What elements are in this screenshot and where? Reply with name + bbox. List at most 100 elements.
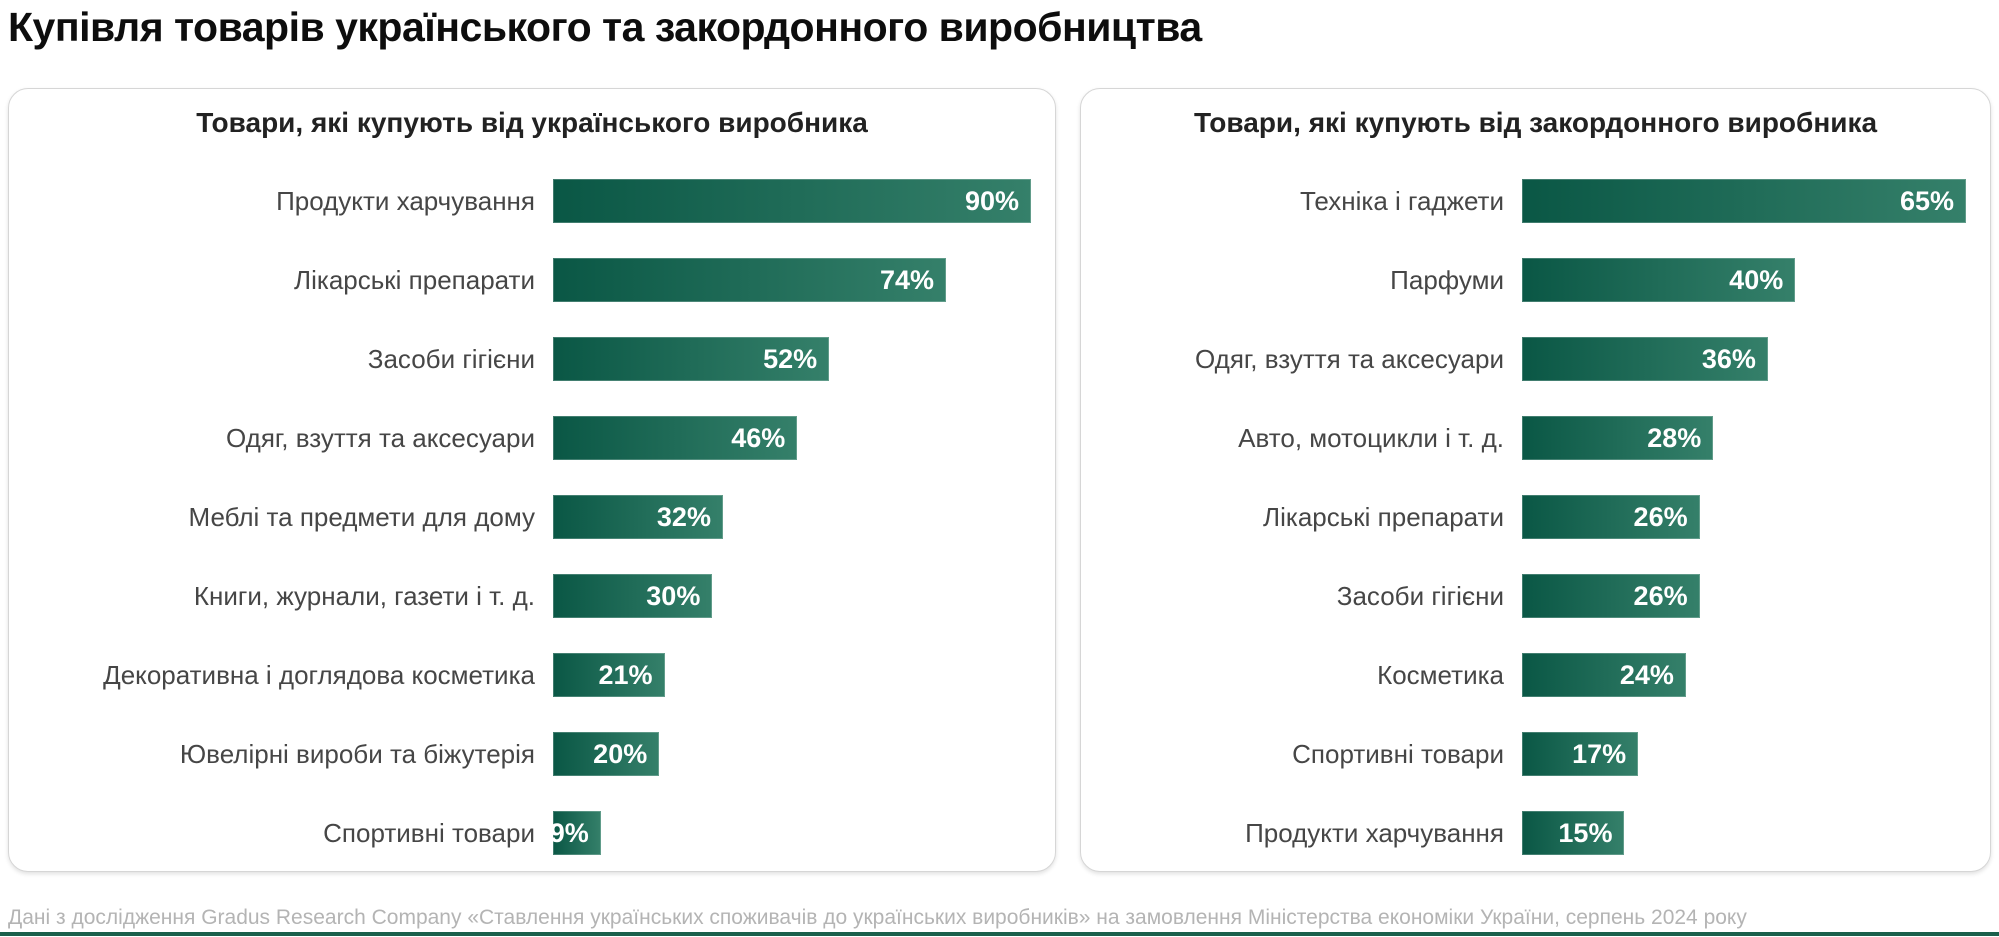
category-label: Продукти харчування bbox=[276, 185, 535, 216]
value-label: 65% bbox=[1899, 185, 1954, 216]
category-label: Засоби гігієни bbox=[367, 343, 535, 374]
bar-track: 65% bbox=[1522, 179, 1966, 223]
value-label: 52% bbox=[763, 343, 818, 374]
bar-track: 74% bbox=[553, 258, 1031, 302]
chart-row: Засоби гігієни 52% bbox=[33, 337, 1031, 381]
bar-track: 17% bbox=[1522, 732, 1966, 776]
value-label: 74% bbox=[879, 264, 935, 295]
category-label: Парфуми bbox=[1390, 264, 1504, 295]
chart-row: Декоративна і доглядова косметика 21% bbox=[33, 653, 1031, 697]
bar-track: 30% bbox=[553, 574, 1031, 618]
chart-card-ukrainian: Товари, які купують від українського вир… bbox=[8, 88, 1056, 872]
bar-track: 32% bbox=[553, 495, 1031, 539]
value-label: 40% bbox=[1729, 264, 1784, 295]
bar: 26% bbox=[1522, 574, 1700, 618]
charts-container: Товари, які купують від українського вир… bbox=[8, 88, 1991, 872]
chart-row: Одяг, взуття та аксесуари 36% bbox=[1105, 337, 1966, 381]
value-label: 90% bbox=[964, 185, 1019, 216]
chart-card-foreign: Товари, які купують від закордонного вир… bbox=[1080, 88, 1991, 872]
category-label: Лікарські препарати bbox=[1263, 501, 1504, 532]
value-label: 26% bbox=[1633, 501, 1688, 532]
chart-row: Меблі та предмети для дому 32% bbox=[33, 495, 1031, 539]
bar: 21% bbox=[553, 653, 665, 697]
category-label: Декоративна і доглядова косметика bbox=[103, 659, 535, 690]
value-label: 21% bbox=[598, 659, 653, 690]
category-label: Одяг, взуття та аксесуари bbox=[1195, 343, 1504, 374]
bar: 32% bbox=[553, 495, 723, 539]
bar: 30% bbox=[553, 574, 713, 618]
bar-track: 26% bbox=[1522, 574, 1966, 618]
bar-track: 28% bbox=[1522, 416, 1966, 460]
bar-track: 21% bbox=[553, 653, 1031, 697]
chart-row: Спортивні товари 17% bbox=[1105, 732, 1966, 776]
category-label: Продукти харчування bbox=[1245, 817, 1504, 848]
value-label: 30% bbox=[646, 580, 701, 611]
value-label: 17% bbox=[1572, 738, 1627, 769]
category-label: Лікарські препарати bbox=[294, 264, 535, 295]
chart-row: Продукти харчування 15% bbox=[1105, 811, 1966, 855]
category-label: Спортивні товари bbox=[323, 817, 535, 848]
bar: 9% bbox=[549, 811, 601, 855]
chart-row: Парфуми 40% bbox=[1105, 258, 1966, 302]
chart-row: Ювелірні вироби та біжутерія 20% bbox=[33, 732, 1031, 776]
value-label: 32% bbox=[656, 501, 711, 532]
value-label: 9% bbox=[549, 817, 589, 848]
bar-track: 9% bbox=[549, 811, 1031, 855]
value-label: 28% bbox=[1647, 422, 1702, 453]
category-label: Книги, журнали, газети і т. д. bbox=[193, 580, 535, 611]
chart-row: Одяг, взуття та аксесуари 46% bbox=[33, 416, 1031, 460]
chart-title-ukrainian: Товари, які купують від українського вир… bbox=[196, 107, 868, 138]
category-label: Засоби гігієни bbox=[1336, 580, 1504, 611]
bar: 24% bbox=[1522, 653, 1686, 697]
chart-row: Засоби гігієни 26% bbox=[1105, 574, 1966, 618]
value-label: 36% bbox=[1701, 343, 1756, 374]
bar-track: 26% bbox=[1522, 495, 1966, 539]
chart-row: Лікарські препарати 26% bbox=[1105, 495, 1966, 539]
value-label: 15% bbox=[1558, 817, 1613, 848]
category-label: Ювелірні вироби та біжутерія bbox=[179, 738, 535, 769]
bar: 36% bbox=[1522, 337, 1768, 381]
bar: 65% bbox=[1522, 179, 1966, 223]
bar-track: 52% bbox=[553, 337, 1031, 381]
value-label: 24% bbox=[1619, 659, 1674, 690]
bar-track: 20% bbox=[553, 732, 1031, 776]
bottom-accent-line bbox=[0, 932, 1999, 936]
category-label: Меблі та предмети для дому bbox=[188, 501, 535, 532]
chart-row: Лікарські препарати 74% bbox=[33, 258, 1031, 302]
page-title: Купівля товарів українського та закордон… bbox=[8, 4, 1202, 50]
bar: 17% bbox=[1522, 732, 1639, 776]
category-label: Авто, мотоцикли і т. д. bbox=[1238, 422, 1504, 453]
bar: 74% bbox=[553, 258, 947, 302]
value-label: 20% bbox=[593, 738, 648, 769]
source-note: Дані з дослідження Gradus Research Compa… bbox=[8, 906, 1747, 929]
chart-row: Косметика 24% bbox=[1105, 653, 1966, 697]
value-label: 46% bbox=[731, 422, 786, 453]
bar-track: 36% bbox=[1522, 337, 1966, 381]
category-label: Косметика bbox=[1377, 659, 1504, 690]
chart-row: Продукти харчування 90% bbox=[33, 179, 1031, 223]
bar-track: 15% bbox=[1522, 811, 1966, 855]
bar: 46% bbox=[553, 416, 798, 460]
bar: 40% bbox=[1522, 258, 1796, 302]
bar: 15% bbox=[1522, 811, 1625, 855]
bar: 90% bbox=[553, 179, 1031, 223]
chart-row: Техніка і гаджети 65% bbox=[1105, 179, 1966, 223]
bar: 52% bbox=[553, 337, 830, 381]
bar: 28% bbox=[1522, 416, 1714, 460]
category-label: Техніка і гаджети bbox=[1299, 185, 1504, 216]
chart-row: Книги, журнали, газети і т. д. 30% bbox=[33, 574, 1031, 618]
bar: 20% bbox=[553, 732, 660, 776]
bar-track: 90% bbox=[553, 179, 1031, 223]
bar: 26% bbox=[1522, 495, 1700, 539]
bar-track: 40% bbox=[1522, 258, 1966, 302]
bar-track: 24% bbox=[1522, 653, 1966, 697]
chart-row: Авто, мотоцикли і т. д. 28% bbox=[1105, 416, 1966, 460]
value-label: 26% bbox=[1633, 580, 1688, 611]
bar-track: 46% bbox=[553, 416, 1031, 460]
category-label: Одяг, взуття та аксесуари bbox=[226, 422, 535, 453]
chart-title-foreign: Товари, які купують від закордонного вир… bbox=[1193, 107, 1878, 138]
category-label: Спортивні товари bbox=[1292, 738, 1504, 769]
chart-row: Спортивні товари 9% bbox=[33, 811, 1031, 855]
bar-rows-foreign: Техніка і гаджети 65% Парфуми 40% Одяг, взут… bbox=[1105, 179, 1966, 855]
bar-rows-ukrainian: Продукти харчування 90% Лікарські препарат… bbox=[33, 179, 1031, 855]
